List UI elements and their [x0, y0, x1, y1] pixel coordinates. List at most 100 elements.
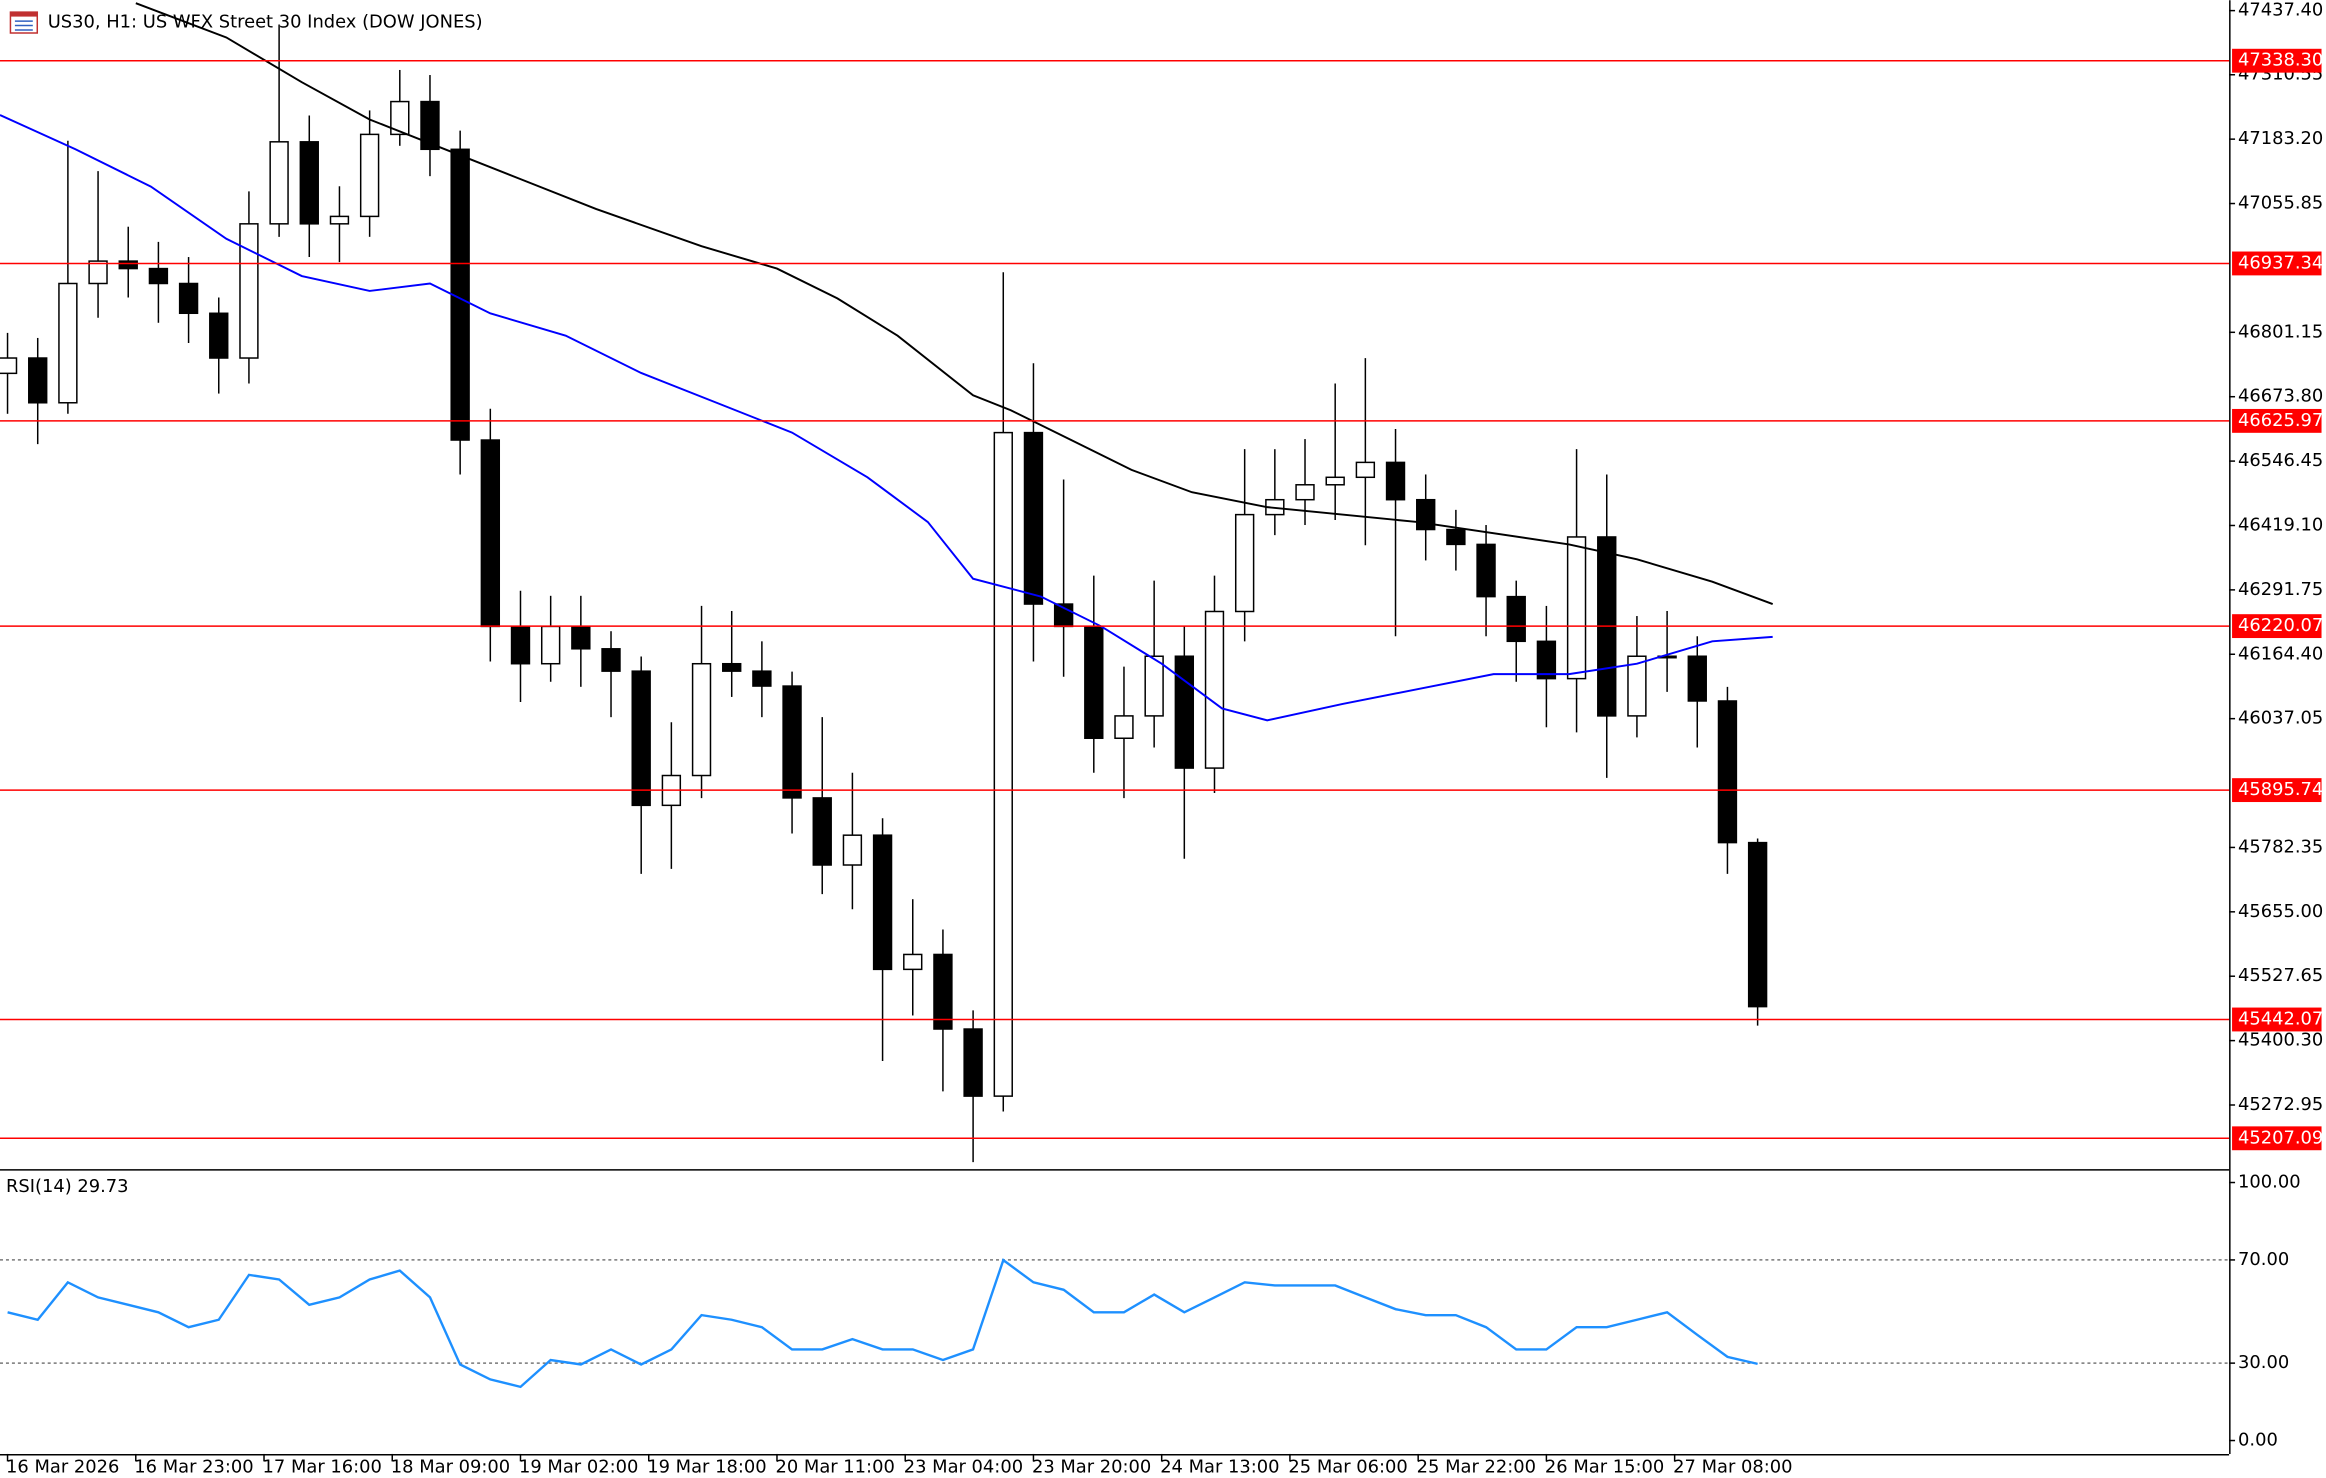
y-tick-label: 45655.00	[2238, 901, 2323, 922]
candle-body	[601, 648, 621, 672]
candle-body	[178, 282, 199, 315]
level-label: 45442.07	[2238, 1008, 2323, 1029]
candle-body	[631, 670, 651, 807]
candle-body	[390, 100, 410, 136]
candle-body	[1355, 461, 1376, 479]
y-tick-label: 45527.65	[2238, 965, 2323, 986]
x-tick-label: 25 Mar 22:00	[1417, 1456, 1536, 1477]
candle-body	[510, 625, 531, 665]
candle-body	[812, 797, 832, 866]
x-tick-label: 16 Mar 23:00	[134, 1456, 253, 1477]
chart-title: US30, H1: US WFX Street 30 Index (DOW JO…	[48, 12, 483, 33]
level-tag	[2232, 1007, 2322, 1032]
level-tag	[2232, 408, 2322, 433]
candle-body	[1204, 610, 1225, 769]
x-tick-label: 23 Mar 04:00	[904, 1456, 1023, 1477]
x-tick-label: 25 Mar 06:00	[1288, 1456, 1407, 1477]
candle-body	[1717, 700, 1738, 844]
candle-body	[359, 133, 380, 218]
candle-body	[933, 953, 953, 1030]
candle-body	[963, 1028, 983, 1097]
candle-body	[209, 312, 229, 359]
y-tick-label: 46546.45	[2238, 450, 2323, 471]
candle-body	[1174, 655, 1195, 769]
level-tag	[2232, 778, 2322, 803]
y-tick-label: 45272.95	[2238, 1094, 2323, 1115]
candle-body	[1325, 476, 1345, 486]
level-tag	[2232, 1126, 2322, 1151]
symbol-icon	[9, 11, 39, 34]
y-tick-label: 100.00	[2238, 1172, 2301, 1193]
level-label: 45207.09	[2238, 1127, 2323, 1148]
candle-body	[1506, 595, 1526, 643]
candle-body	[1084, 625, 1104, 739]
candle-body	[903, 953, 923, 971]
level-label: 46220.07	[2238, 615, 2323, 636]
candle-body	[842, 834, 863, 866]
candle-body	[329, 215, 350, 225]
candle-body	[28, 357, 48, 404]
candle-body	[782, 685, 802, 799]
candle-body	[1446, 528, 1466, 546]
candle-body	[540, 625, 561, 665]
candle-body	[752, 670, 772, 687]
candle-body	[1627, 655, 1647, 717]
x-tick-label: 27 Mar 08:00	[1673, 1456, 1792, 1477]
candle-body	[239, 223, 259, 359]
candle-body	[993, 431, 1013, 1097]
candle-body	[1234, 513, 1255, 613]
x-tick-label: 18 Mar 09:00	[391, 1456, 510, 1477]
candle-body	[1385, 461, 1406, 501]
candle-body	[420, 100, 440, 151]
level-label: 45895.74	[2238, 779, 2323, 800]
y-tick-label: 46673.80	[2238, 386, 2323, 407]
rsi-title: RSI(14) 29.73	[6, 1176, 129, 1197]
y-tick-label: 47437.40	[2238, 0, 2323, 21]
x-tick-label: 19 Mar 02:00	[519, 1456, 638, 1477]
candle-body	[118, 260, 138, 270]
candle-body	[88, 260, 108, 285]
candle-body	[691, 662, 712, 777]
x-tick-label: 26 Mar 15:00	[1545, 1456, 1664, 1477]
candle-body	[269, 141, 289, 225]
level-label: 47338.30	[2238, 50, 2323, 71]
candle-body	[299, 141, 319, 225]
candle-body	[1023, 431, 1044, 605]
candle-body	[480, 439, 501, 628]
candle-body	[1536, 640, 1557, 680]
y-tick-label: 46419.10	[2238, 514, 2323, 535]
y-tick-label: 0.00	[2238, 1430, 2278, 1451]
y-tick-label: 45400.30	[2238, 1030, 2323, 1051]
candle-body	[58, 282, 78, 404]
candle-body	[872, 834, 893, 971]
y-tick-label: 30.00	[2238, 1352, 2289, 1373]
candle-body	[1476, 543, 1496, 598]
y-tick-label: 45782.35	[2238, 836, 2323, 857]
y-tick-label: 47183.20	[2238, 128, 2323, 149]
level-label: 46937.34	[2238, 252, 2323, 273]
y-tick-label: 47055.85	[2238, 193, 2323, 214]
candle-body	[1144, 655, 1164, 717]
moving-average	[0, 114, 1773, 722]
level-tag	[2232, 48, 2322, 73]
x-tick-label: 23 Mar 20:00	[1032, 1456, 1151, 1477]
x-tick-label: 17 Mar 16:00	[263, 1456, 382, 1477]
candle-body	[1747, 841, 1768, 1008]
candle-body	[722, 662, 742, 672]
y-tick-label: 46801.15	[2238, 321, 2323, 342]
y-tick-label: 46164.40	[2238, 643, 2323, 664]
level-tag	[2232, 251, 2322, 276]
candle-body	[1114, 715, 1134, 739]
level-tag	[2232, 614, 2322, 639]
candle-body	[1687, 655, 1707, 702]
candle-body	[0, 357, 18, 375]
x-tick-label: 19 Mar 18:00	[647, 1456, 766, 1477]
candle-body	[1566, 536, 1587, 680]
y-tick-label: 46291.75	[2238, 579, 2323, 600]
y-tick-label: 46037.05	[2238, 708, 2323, 729]
x-tick-label: 24 Mar 13:00	[1160, 1456, 1279, 1477]
rsi-line	[7, 1258, 1758, 1389]
